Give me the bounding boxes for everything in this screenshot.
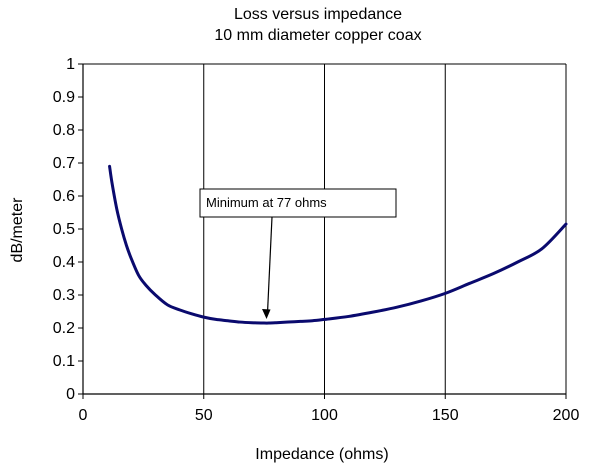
y-tick-label-3: 0.3 [53,287,75,304]
y-tick-label-4: 0.4 [53,254,75,271]
chart-subtitle: 10 mm diameter copper coax [214,27,421,44]
axes [78,63,567,399]
y-tick-label-2: 0.2 [53,320,75,337]
y-tick-label-7: 0.7 [53,155,75,172]
x-tick-label-3: 150 [432,407,459,424]
y-tick-label-10: 1 [66,56,75,73]
x-tick-label-4: 200 [553,407,580,424]
annotation-box-0 [199,188,397,218]
series-line-0 [108,164,568,325]
annotation-text-0: Minimum at 77 ohms [206,195,327,210]
tick-labels: 0 0.1 0.2 0.3 0.4 0.5 0.6 0.7 0.8 0.9 1 0 50 100 150 20… [53,56,580,424]
y-tick-label-5: 0.5 [53,221,75,238]
x-tick-label-1: 50 [195,407,213,424]
y-tick-label-9: 0.9 [53,89,75,106]
y-tick-label-0: 0 [66,386,75,403]
y-tick-label-6: 0.6 [53,188,75,205]
x-tick-label-0: 0 [79,407,88,424]
y-tick-label-8: 0.8 [53,122,75,139]
y-tick-label-1: 0.1 [53,353,75,370]
grid [83,63,567,394]
annotations: Minimum at 77 ohms [199,188,397,320]
annotation-arrow-line-0 [266,216,273,313]
x-axis-title: Impedance (ohms) [255,446,388,463]
annotation-arrow-head-0 [262,309,271,320]
y-axis-title: dB/meter [9,197,26,263]
chart-title: Loss versus impedance [234,6,402,23]
x-tick-label-2: 100 [311,407,338,424]
series-group [108,164,568,325]
